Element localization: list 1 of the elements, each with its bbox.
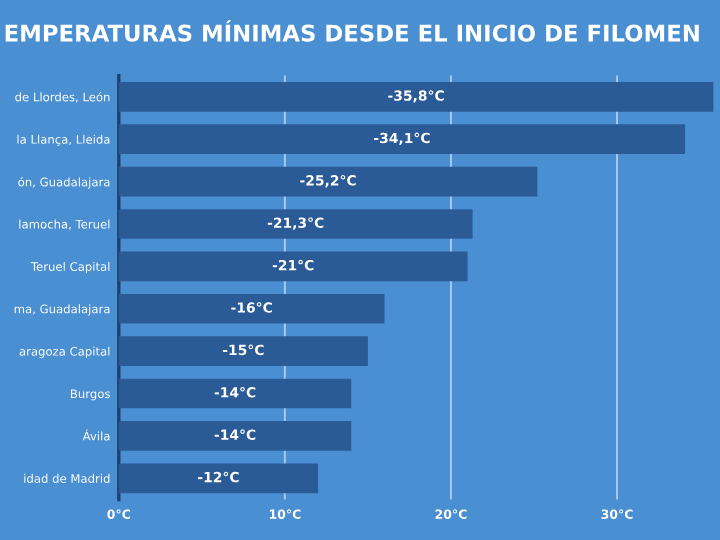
chart-title: EMPERATURAS MÍNIMAS DESDE EL INICIO DE FILOMEN	[5, 20, 699, 42]
